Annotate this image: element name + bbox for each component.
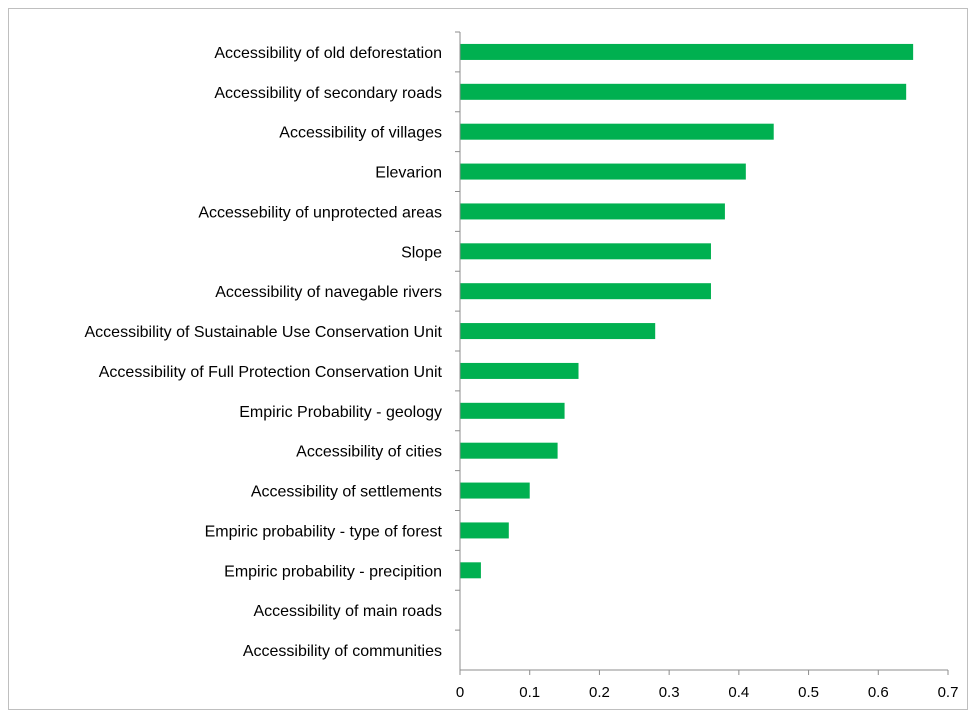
bar — [460, 442, 558, 459]
bar — [460, 123, 774, 140]
category-label: Empiric probability - type of forest — [205, 523, 443, 540]
x-tick-label: 0.3 — [659, 684, 680, 701]
x-tick-label: 0.5 — [798, 684, 819, 701]
bar — [460, 283, 711, 300]
bar — [460, 562, 481, 579]
category-label: Accessibility of main roads — [253, 603, 442, 620]
category-label: Accessibility of communities — [243, 643, 442, 660]
bar — [460, 43, 914, 60]
category-label: Accessibility of Full Protection Conserv… — [99, 364, 443, 381]
x-tick-label: 0.4 — [728, 684, 749, 701]
ticks-group: 0 0.1 0.2 0.3 0.4 0.5 0.6 0.7 — [456, 670, 959, 701]
bar — [460, 522, 509, 539]
category-label: Empiric Probability - geology — [239, 404, 442, 421]
category-label: Accessibility of old deforestation — [214, 45, 442, 62]
bar — [460, 243, 711, 260]
category-label: Accessibility of settlements — [251, 484, 442, 501]
x-tick-label: 0.6 — [868, 684, 889, 701]
x-tick-label: 0.1 — [519, 684, 540, 701]
category-label: Elevarion — [375, 165, 442, 182]
x-tick-label: 0.7 — [938, 684, 959, 701]
category-label: Accessibility of villages — [279, 125, 442, 142]
bar — [460, 203, 725, 220]
x-tick-label: 0.2 — [589, 684, 610, 701]
bar — [460, 402, 565, 419]
bars-group — [460, 43, 914, 579]
category-label: Accessibility of secondary roads — [214, 85, 442, 102]
category-label: Accessibility of navegable rivers — [215, 284, 442, 301]
bar — [460, 323, 656, 340]
category-label: Accessibility of Sustainable Use Conserv… — [85, 324, 443, 341]
bar — [460, 482, 530, 499]
bar — [460, 163, 746, 180]
bar — [460, 362, 579, 379]
category-labels-group: Accessibility of old deforestation Access… — [85, 45, 443, 660]
category-label: Accessibility of cities — [296, 444, 442, 461]
x-tick-label: 0 — [456, 684, 464, 701]
category-label: Slope — [401, 244, 442, 261]
bar — [460, 83, 907, 100]
category-label: Accessebility of unprotected areas — [198, 204, 442, 221]
axes-group — [455, 31, 948, 671]
category-label: Empiric probability - precipition — [224, 563, 442, 580]
